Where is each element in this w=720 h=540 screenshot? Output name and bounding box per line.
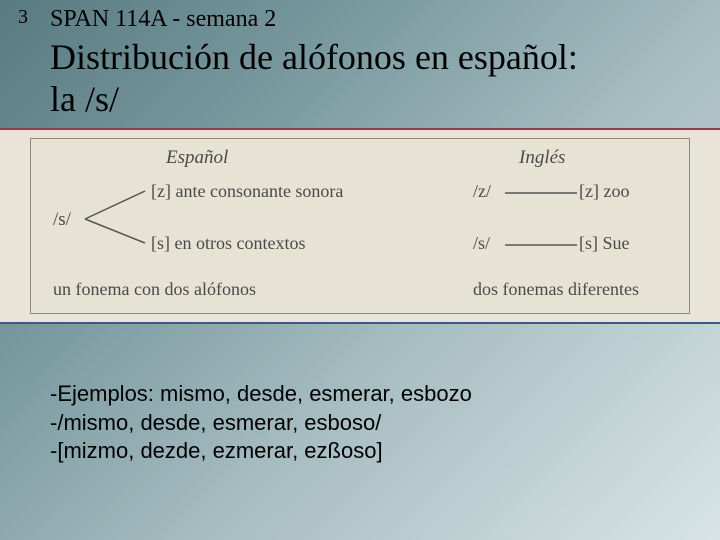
- es-caption: un fonema con dos alófonos: [53, 279, 256, 300]
- branch-lines-es: [81, 183, 151, 253]
- examples-block: -Ejemplos: mismo, desde, esmerar, esbozo…: [50, 380, 472, 466]
- slide-title: Distribución de alófonos en español: la …: [50, 36, 578, 121]
- header-spanish: Español: [166, 147, 228, 169]
- header-english: Inglés: [519, 147, 565, 169]
- title-line-2: la /s/: [50, 79, 119, 119]
- examples-line-1: -Ejemplos: mismo, desde, esmerar, esbozo: [50, 380, 472, 409]
- en-z-phoneme: /z/: [473, 181, 491, 202]
- diagram-container: Español Inglés /s/ [z] ante consonante s…: [0, 128, 720, 324]
- course-label: SPAN 114A - semana 2: [50, 6, 276, 33]
- es-phoneme: /s/: [53, 209, 71, 231]
- es-allophone-s: [s] en otros contextos: [151, 233, 305, 254]
- en-caption: dos fonemas diferentes: [473, 279, 639, 300]
- title-line-1: Distribución de alófonos en español:: [50, 37, 578, 77]
- en-s-allophone: [s] Sue: [579, 233, 630, 254]
- es-allophone-z: [z] ante consonante sonora: [151, 181, 343, 202]
- line-en-s: [505, 241, 577, 249]
- slide-number: 3: [18, 6, 28, 29]
- examples-line-3: -[mizmo, dezde, ezmerar, ezßoso]: [50, 437, 472, 466]
- en-s-phoneme: /s/: [473, 233, 490, 254]
- en-z-allophone: [z] zoo: [579, 181, 629, 202]
- line-en-z: [505, 189, 577, 197]
- diagram-inner: Español Inglés /s/ [z] ante consonante s…: [30, 138, 690, 314]
- examples-line-2: -/mismo, desde, esmerar, esboso/: [50, 409, 472, 438]
